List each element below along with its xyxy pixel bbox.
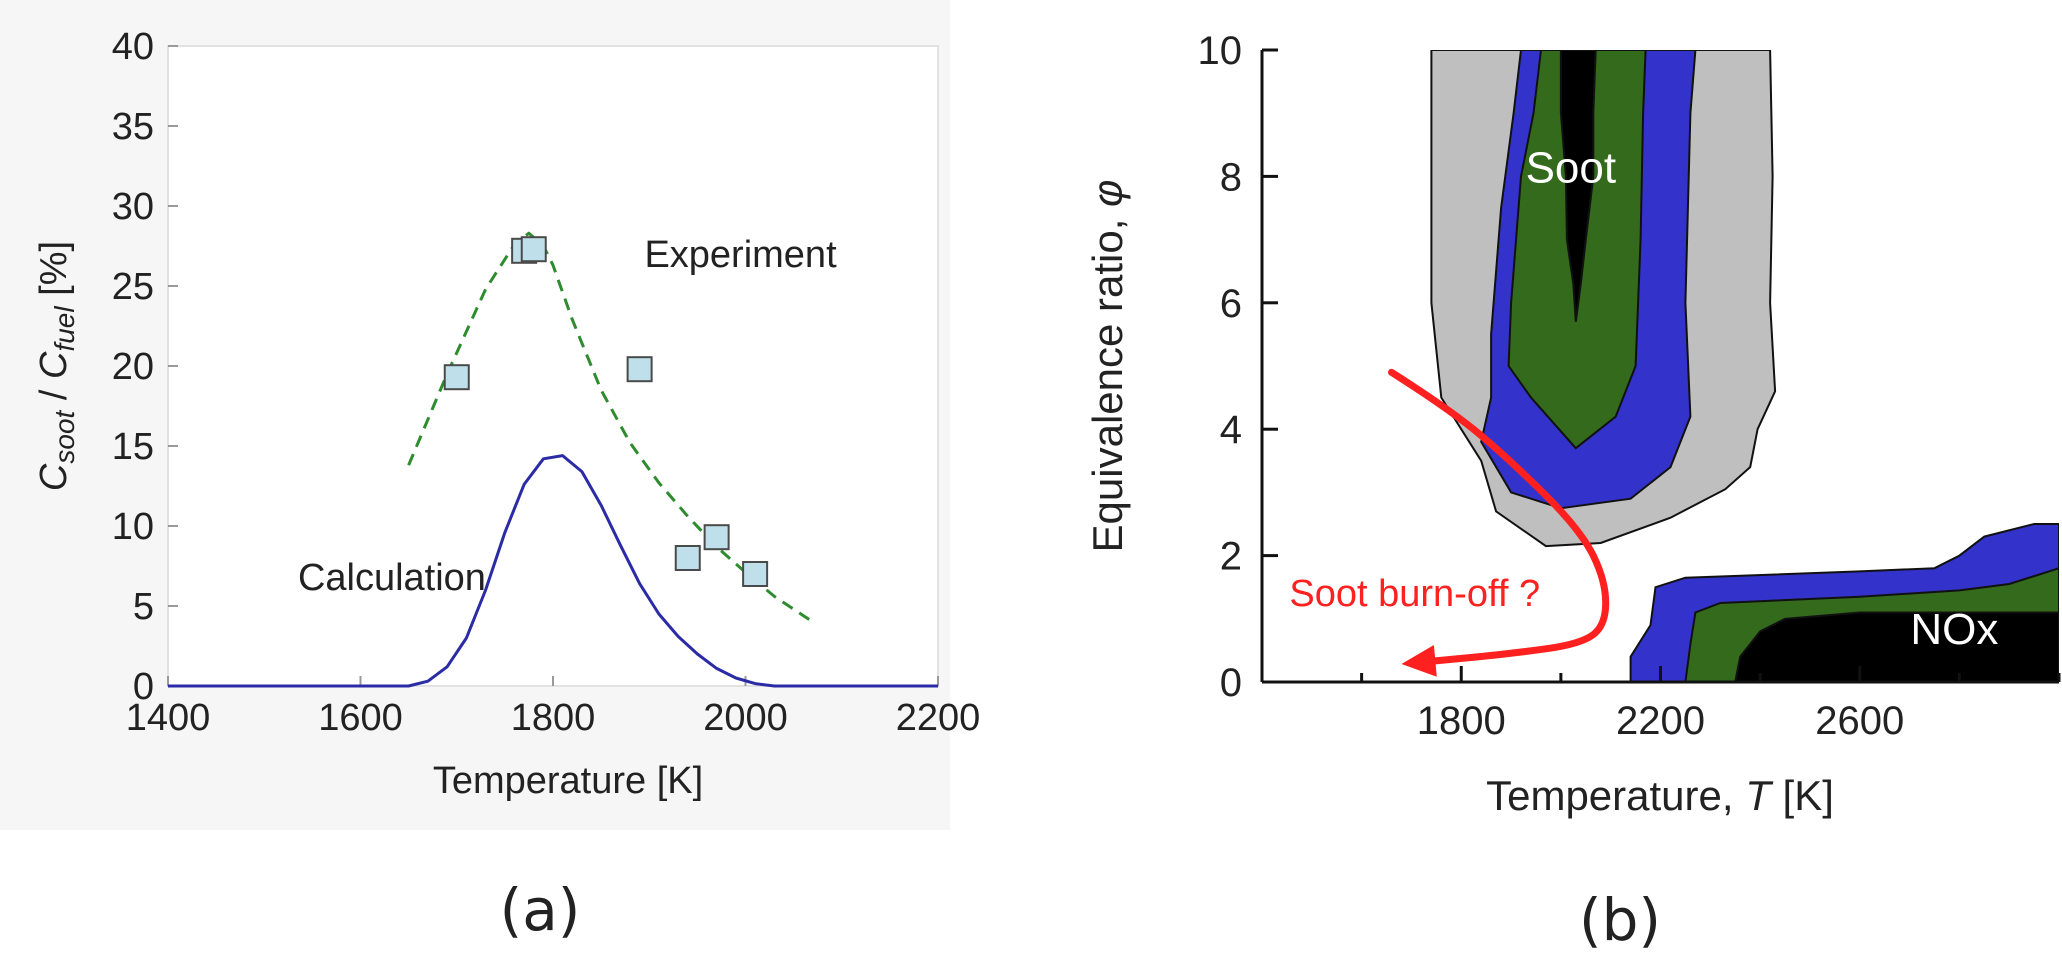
x-tick-label: 2200 xyxy=(896,697,981,739)
annotation-calculation: Calculation xyxy=(298,557,486,599)
ylabel-pre: Equivalence ratio, xyxy=(1084,207,1131,553)
soot-burnoff-arrow xyxy=(1388,368,1610,677)
y-tick-label: 5 xyxy=(133,586,154,628)
y-tick-label: 20 xyxy=(112,346,154,388)
y-tick-label: 35 xyxy=(112,106,154,148)
ylabel-c1: C xyxy=(33,463,75,491)
ylabel-c2: C xyxy=(33,351,75,379)
chart-a: 0 5 10 15 20 25 30 35 40 1400 1600 1800 2000 2200 Ex… xyxy=(0,0,980,944)
x-tick-label: 1800 xyxy=(511,697,596,739)
y-tick-label: 0 xyxy=(133,666,154,708)
y-tick-label: 10 xyxy=(112,506,154,548)
ylabel-slash: / xyxy=(33,379,75,411)
chart-b-y-ticks: 0 2 4 6 8 10 xyxy=(1198,29,1278,705)
xlabel-var: T xyxy=(1745,772,1774,819)
chart-b-x-axis-label: Temperature, T [K] xyxy=(1486,772,1834,819)
chart-a-markers xyxy=(443,236,769,587)
ylabel-sub1: soot xyxy=(49,409,80,463)
experiment-data-point xyxy=(742,561,769,587)
chart-a-x-axis-label: Temperature [K] xyxy=(433,760,703,802)
x-tick-label: 2000 xyxy=(703,697,788,739)
chart-b-y-axis-label: Equivalence ratio, φ xyxy=(1084,180,1131,553)
arrow-head xyxy=(1401,644,1437,677)
soot-burnoff-label: Soot burn-off ? xyxy=(1289,573,1540,615)
panel-label-b: (b) xyxy=(1579,886,1661,954)
y-tick-label: 0 xyxy=(1220,661,1242,705)
chart-b-x-ticks: 1800 2200 2600 xyxy=(1260,666,2061,743)
ylabel-sub2: fuel xyxy=(49,306,80,352)
y-tick-label: 15 xyxy=(112,426,154,468)
nox-contour-black xyxy=(1734,611,2059,682)
chart-b-contours xyxy=(1430,50,2059,682)
nox-region-label: NOx xyxy=(1910,605,1998,654)
chart-a-x-ticks: 1400 1600 1800 2000 2200 xyxy=(126,676,981,739)
x-tick-label: 1400 xyxy=(126,697,211,739)
panel-label-a: (a) xyxy=(500,876,581,944)
x-tick-label: 2600 xyxy=(1815,699,1904,743)
y-tick-label: 8 xyxy=(1220,155,1242,199)
chart-a-y-axis-label: Csoot / Cfuel [%] xyxy=(33,241,80,491)
experiment-data-point xyxy=(520,236,547,263)
chart-b: 0 2 4 6 8 10 1800 2200 2600 Soot NOx Soot burn-… xyxy=(1084,29,2061,954)
experiment-data-point xyxy=(626,356,653,383)
soot-region-label: Soot xyxy=(1526,144,1617,193)
y-tick-label: 6 xyxy=(1220,282,1242,326)
y-tick-label: 10 xyxy=(1198,29,1243,73)
x-tick-label: 1800 xyxy=(1417,699,1506,743)
xlabel-pre: Temperature, xyxy=(1486,772,1745,819)
experiment-data-point xyxy=(443,364,470,391)
arrow-shaft xyxy=(1388,368,1610,667)
chart-a-y-ticks: 0 5 10 15 20 25 30 35 40 xyxy=(112,26,178,708)
y-tick-label: 2 xyxy=(1220,535,1242,579)
y-tick-label: 25 xyxy=(112,266,154,308)
x-tick-label: 2200 xyxy=(1616,699,1705,743)
y-tick-label: 30 xyxy=(112,186,154,228)
ylabel-unit: [%] xyxy=(33,241,75,306)
y-tick-label: 40 xyxy=(112,26,154,68)
xlabel-post: [K] xyxy=(1771,772,1834,819)
experiment-data-point xyxy=(674,545,701,571)
ylabel-var: φ xyxy=(1084,180,1131,207)
annotation-experiment: Experiment xyxy=(644,234,837,276)
soot-contour-black xyxy=(1559,50,1597,322)
experiment-data-point xyxy=(703,524,730,551)
chart-a-plot-area xyxy=(167,45,939,687)
y-tick-label: 4 xyxy=(1220,408,1242,452)
x-tick-label: 1600 xyxy=(318,697,403,739)
calculation-line xyxy=(168,454,938,688)
